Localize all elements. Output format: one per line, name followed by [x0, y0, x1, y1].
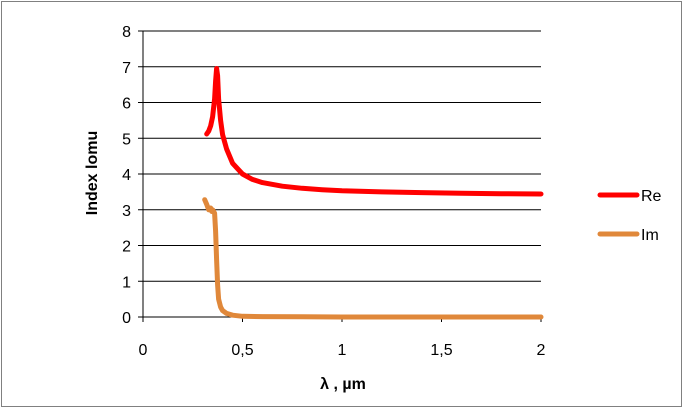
y-tick-label: 0 — [122, 310, 131, 327]
x-axis-ticks: 0 0,5 1 1,5 2 — [139, 317, 546, 359]
y-tick-label: 5 — [122, 131, 131, 148]
x-tick-label: 0 — [139, 342, 148, 359]
y-axis-ticks: 0 1 2 3 4 5 6 7 8 — [122, 24, 144, 327]
x-axis-title: λ , µm — [320, 376, 366, 393]
legend: Re Im — [597, 188, 662, 244]
y-tick-label: 1 — [122, 274, 131, 291]
y-axis-title: Index lomu — [84, 131, 101, 215]
x-tick-label: 1 — [338, 342, 347, 359]
x-tick-label: 0,5 — [231, 342, 253, 359]
x-tick-label: 1,5 — [430, 342, 452, 359]
series-line-im — [202, 197, 544, 320]
y-tick-label: 6 — [122, 96, 131, 113]
y-tick-label: 8 — [122, 24, 131, 41]
x-tick-label: 2 — [537, 342, 546, 359]
series-lines — [202, 66, 544, 320]
y-tick-label: 3 — [122, 203, 131, 220]
legend-label-re: Re — [641, 188, 662, 205]
grid-lines — [143, 30, 541, 318]
series-line-re — [204, 66, 544, 197]
legend-label-im: Im — [641, 227, 659, 244]
y-tick-label: 2 — [122, 239, 131, 256]
y-tick-label: 7 — [122, 60, 131, 77]
y-tick-label: 4 — [122, 167, 131, 184]
